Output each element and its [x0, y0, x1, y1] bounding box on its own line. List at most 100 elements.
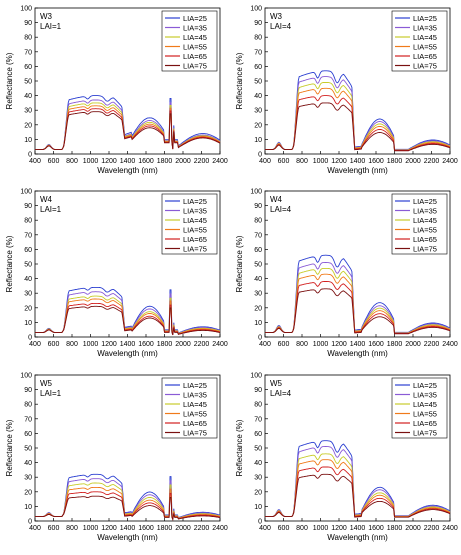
y-axis-label: Reflectance (%)	[235, 419, 244, 476]
y-tick-label: 30	[24, 291, 32, 298]
y-tick-label: 40	[254, 93, 262, 100]
panel-title-line: LAI=4	[270, 205, 292, 214]
panel-title-line: W5	[270, 379, 283, 388]
x-tick-label: 1400	[350, 525, 366, 532]
y-tick-label: 40	[24, 93, 32, 100]
y-tick-label: 20	[254, 489, 262, 496]
x-tick-label: 2000	[405, 341, 421, 348]
panel-title-line: LAI=1	[40, 205, 62, 214]
y-tick-label: 70	[254, 49, 262, 56]
x-tick-label: 1200	[331, 158, 347, 165]
legend-label: LIA=75	[413, 244, 437, 253]
legend-label: LIA=65	[183, 52, 207, 61]
x-tick-label: 600	[278, 341, 290, 348]
y-tick-label: 40	[24, 276, 32, 283]
panel-title-line: LAI=1	[40, 389, 62, 398]
series-line-LIA=25	[35, 473, 221, 519]
x-tick-label: 2400	[212, 341, 228, 348]
y-tick-label: 30	[254, 475, 262, 482]
series-line-LIA=45	[265, 267, 451, 334]
y-tick-label: 0	[258, 519, 262, 526]
x-tick-label: 600	[48, 341, 60, 348]
x-tick-label: 1600	[368, 525, 384, 532]
legend-label: LIA=75	[183, 244, 207, 253]
legend-label: LIA=25	[413, 381, 437, 390]
panel-title-line: W3	[270, 12, 283, 21]
x-tick-label: 1600	[138, 525, 154, 532]
series-line-LIA=35	[35, 99, 221, 151]
y-tick-label: 0	[28, 519, 32, 526]
y-tick-label: 10	[254, 137, 262, 144]
x-tick-label: 600	[48, 158, 60, 165]
y-tick-label: 20	[254, 305, 262, 312]
legend-label: LIA=55	[183, 225, 207, 234]
y-tick-label: 100	[20, 189, 32, 196]
x-tick-label: 1800	[387, 525, 403, 532]
y-tick-label: 30	[24, 475, 32, 482]
x-tick-label: 1200	[331, 525, 347, 532]
y-tick-label: 60	[24, 64, 32, 71]
y-tick-label: 100	[20, 373, 32, 380]
x-tick-label: 1600	[138, 341, 154, 348]
legend-label: LIA=45	[413, 400, 437, 409]
x-axis-label: Wavelength (nm)	[97, 166, 158, 175]
y-axis-label: Reflectance (%)	[5, 419, 14, 476]
y-tick-label: 70	[24, 416, 32, 423]
y-tick-label: 50	[24, 446, 32, 453]
legend-label: LIA=35	[183, 390, 207, 399]
x-tick-label: 2000	[175, 525, 191, 532]
y-tick-label: 90	[24, 203, 32, 210]
y-axis-label: Reflectance (%)	[235, 235, 244, 292]
legend-label: LIA=25	[183, 14, 207, 23]
series-line-LIA=55	[265, 87, 451, 151]
y-tick-label: 70	[254, 232, 262, 239]
y-tick-label: 0	[258, 152, 262, 159]
x-tick-label: 2000	[405, 525, 421, 532]
series-line-LIA=25	[35, 286, 221, 334]
legend-label: LIA=75	[413, 428, 437, 437]
y-tick-label: 80	[254, 35, 262, 42]
y-tick-label: 30	[254, 291, 262, 298]
legend-box	[161, 10, 218, 72]
y-tick-label: 0	[28, 152, 32, 159]
legend-label: LIA=65	[413, 235, 437, 244]
series-line-LIA=25	[35, 95, 221, 151]
x-tick-label: 2200	[194, 341, 210, 348]
legend-label: LIA=25	[413, 14, 437, 23]
legend-label: LIA=25	[413, 197, 437, 206]
x-tick-label: 400	[259, 158, 271, 165]
x-tick-label: 800	[296, 525, 308, 532]
x-axis-label: Wavelength (nm)	[327, 533, 388, 542]
x-tick-label: 2000	[175, 158, 191, 165]
x-tick-label: 1800	[387, 158, 403, 165]
x-tick-label: 600	[278, 158, 290, 165]
series-line-LIA=35	[265, 262, 451, 334]
series-line-LIA=55	[35, 105, 221, 151]
y-tick-label: 80	[24, 35, 32, 42]
x-tick-label: 1600	[368, 158, 384, 165]
y-tick-label: 90	[24, 387, 32, 394]
y-tick-label: 80	[24, 218, 32, 225]
x-tick-label: 2400	[212, 158, 228, 165]
y-tick-label: 80	[254, 218, 262, 225]
x-tick-label: 2000	[175, 341, 191, 348]
series-line-LIA=75	[35, 111, 221, 151]
legend-label: LIA=35	[413, 23, 437, 32]
legend-label: LIA=35	[183, 23, 207, 32]
y-tick-label: 0	[28, 335, 32, 342]
legend-label: LIA=65	[413, 52, 437, 61]
x-tick-label: 1000	[313, 341, 329, 348]
y-tick-label: 0	[258, 335, 262, 342]
panel-title-line: LAI=4	[270, 389, 292, 398]
panel-title-line: LAI=1	[40, 22, 62, 31]
y-tick-label: 100	[250, 189, 262, 196]
series-line-LIA=25	[265, 70, 451, 151]
y-axis-label: Reflectance (%)	[5, 52, 14, 109]
y-tick-label: 40	[254, 276, 262, 283]
panel-title-line: W4	[270, 195, 283, 204]
x-tick-label: 1200	[331, 341, 347, 348]
